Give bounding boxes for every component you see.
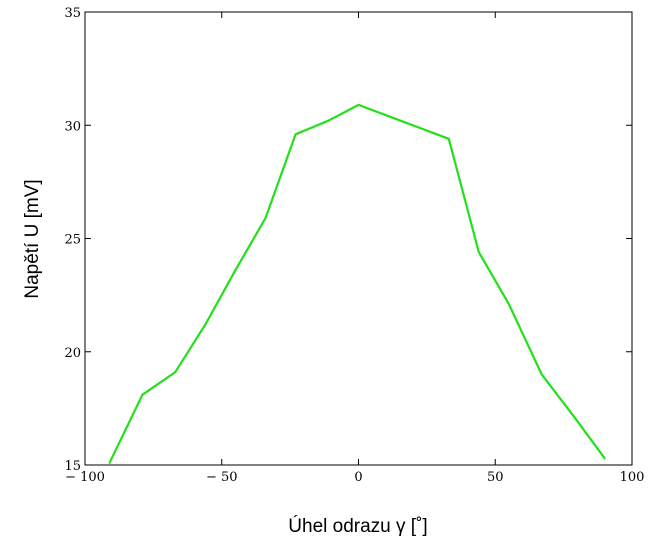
x-tick-label: 0	[354, 470, 362, 485]
series-group	[108, 103, 606, 464]
tick-marks	[84, 11, 633, 466]
y-axis-label: Napětí U [mV]	[22, 179, 43, 298]
x-tick-label: − 100	[65, 470, 105, 485]
tick-labels: − 100 − 50 0 50 100 15 20 25 30 35	[64, 6, 644, 485]
y-tick-label: 15	[64, 459, 81, 474]
series-line	[108, 103, 606, 464]
x-tick-label: 50	[487, 470, 504, 485]
y-tick-label: 30	[64, 119, 81, 134]
y-tick-label: 25	[64, 233, 81, 248]
x-axis-label: Úhel odrazu γ [˚]	[288, 515, 427, 537]
y-tick-label: 20	[64, 346, 81, 361]
y-tick-label: 35	[64, 6, 81, 21]
x-tick-label: 100	[620, 470, 645, 485]
plot-frame	[84, 11, 633, 466]
x-tick-label: − 50	[206, 470, 238, 485]
